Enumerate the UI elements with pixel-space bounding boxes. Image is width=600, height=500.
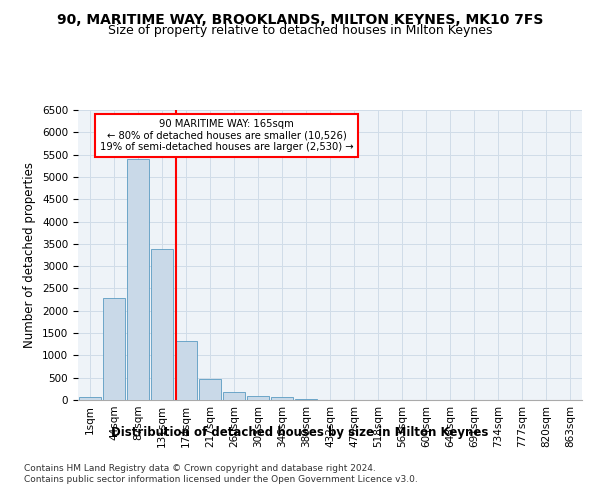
Bar — [295, 398, 317, 400]
Bar — [175, 341, 197, 400]
Text: 90 MARITIME WAY: 165sqm
← 80% of detached houses are smaller (10,526)
19% of sem: 90 MARITIME WAY: 165sqm ← 80% of detache… — [100, 118, 353, 152]
Y-axis label: Number of detached properties: Number of detached properties — [23, 162, 37, 348]
Text: Distribution of detached houses by size in Milton Keynes: Distribution of detached houses by size … — [112, 426, 488, 439]
Bar — [271, 398, 293, 400]
Bar — [151, 249, 173, 400]
Bar — [223, 392, 245, 400]
Bar — [127, 159, 149, 400]
Bar — [103, 298, 125, 400]
Text: Contains public sector information licensed under the Open Government Licence v3: Contains public sector information licen… — [24, 475, 418, 484]
Bar — [79, 396, 101, 400]
Bar — [199, 378, 221, 400]
Text: Contains HM Land Registry data © Crown copyright and database right 2024.: Contains HM Land Registry data © Crown c… — [24, 464, 376, 473]
Text: Size of property relative to detached houses in Milton Keynes: Size of property relative to detached ho… — [108, 24, 492, 37]
Bar — [247, 396, 269, 400]
Text: 90, MARITIME WAY, BROOKLANDS, MILTON KEYNES, MK10 7FS: 90, MARITIME WAY, BROOKLANDS, MILTON KEY… — [57, 12, 543, 26]
